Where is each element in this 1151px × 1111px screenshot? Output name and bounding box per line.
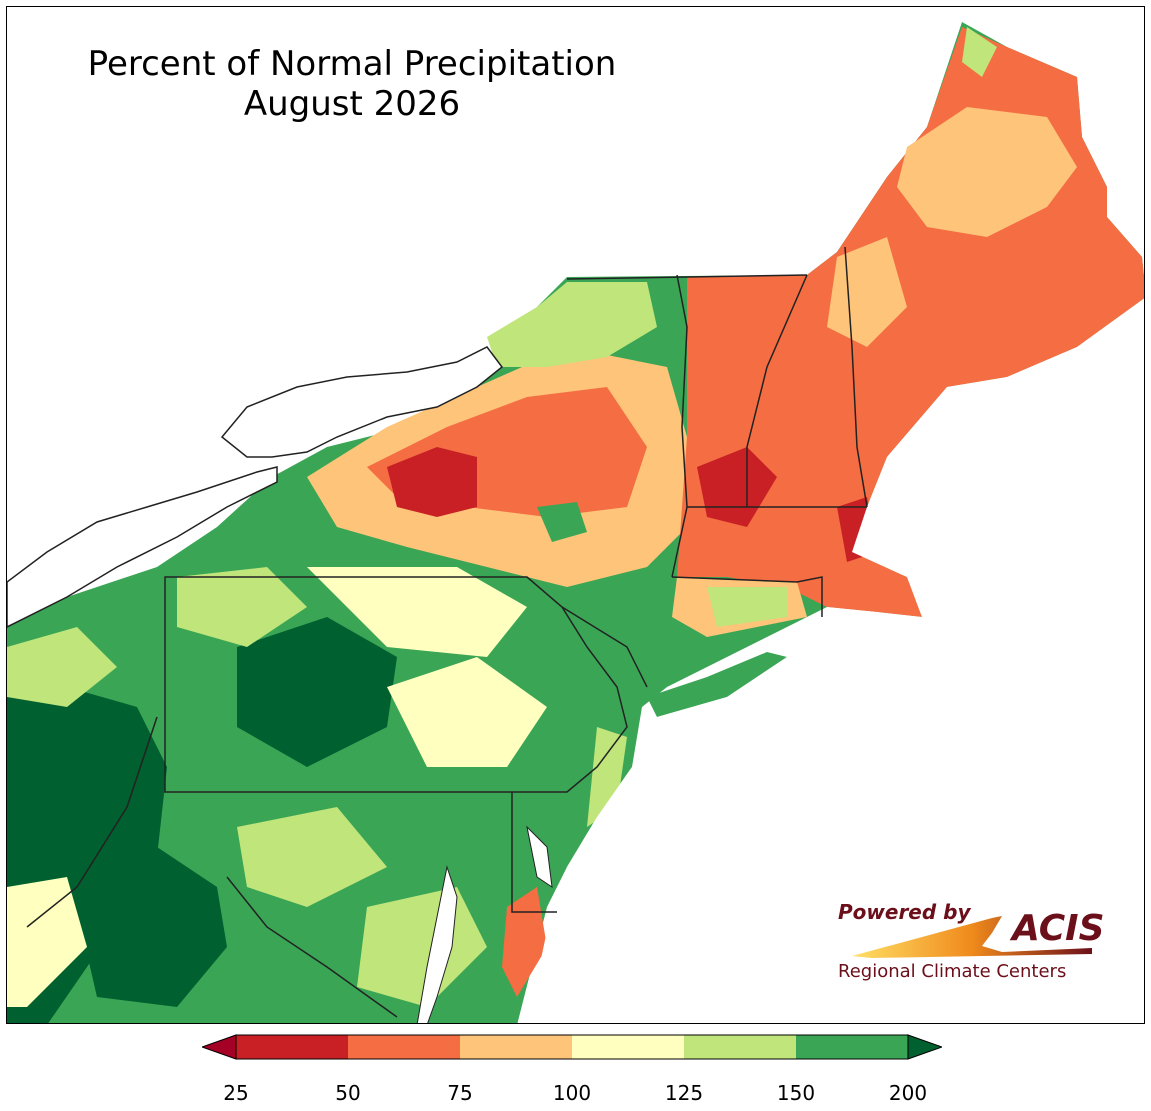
- border-nh-me: [844, 246, 868, 508]
- region-driest-western-ny: [387, 447, 477, 517]
- border-canada: [566, 274, 808, 280]
- region-light-green-west: [7, 627, 117, 707]
- region-light-yellow-south: [7, 877, 87, 1007]
- region-moderate-maine: [897, 107, 1077, 237]
- region-dry-delmarva: [502, 887, 547, 997]
- chesapeake-bay: [416, 865, 458, 1023]
- legend-tick-label: 75: [447, 1081, 473, 1105]
- legend-tick-label: 150: [776, 1081, 816, 1105]
- legend-bin-below-min: [202, 1034, 237, 1060]
- border-md-de: [511, 792, 557, 913]
- legend-tick-label: 25: [223, 1081, 249, 1105]
- border-pa: [164, 576, 628, 793]
- regional-climate-centers-text: Regional Climate Centers: [838, 961, 1067, 982]
- region-wet-adirondacks: [487, 282, 657, 367]
- legend-outline: [235, 1034, 909, 1060]
- border-vt-nh: [746, 274, 808, 507]
- map-frame: Percent of Normal Precipitation August 2…: [6, 6, 1145, 1024]
- region-light-yellow-pa: [307, 567, 527, 657]
- legend-bin-100-125: [572, 1035, 684, 1059]
- legend-tick-label: 125: [664, 1081, 704, 1105]
- legend-bin-50-75: [348, 1035, 460, 1059]
- powered-by-text: Powered by: [838, 900, 971, 924]
- border-ny-vt: [671, 274, 688, 578]
- acis-swoosh-logo: [852, 916, 1092, 958]
- region-light-green-md: [237, 807, 387, 907]
- lake-ontario: [220, 346, 504, 458]
- legend-tick-label: 100: [552, 1081, 592, 1105]
- border-ny-nj: [561, 606, 648, 688]
- map-title: Percent of Normal Precipitation: [87, 44, 617, 84]
- region-green-spot-ny: [537, 502, 587, 542]
- map-subtitle: August 2026: [243, 84, 461, 124]
- legend-bin-75-100: [460, 1035, 572, 1059]
- region-very-wet-pa: [237, 617, 397, 767]
- region-very-wet-west-virginia: [67, 847, 227, 1007]
- legend-tick-label: 200: [888, 1081, 928, 1105]
- region-wet-long-island: [647, 652, 787, 717]
- region-dry-north-maine: [962, 27, 997, 77]
- state-borders: [26, 246, 868, 1018]
- border-ct-ri: [671, 576, 823, 617]
- legend-tick-label: 50: [335, 1081, 361, 1105]
- lake-erie: [7, 466, 278, 628]
- legend-bin-125-150: [684, 1035, 796, 1059]
- region-light-green-ct: [707, 587, 787, 627]
- region-moderate-maine-west: [827, 237, 907, 347]
- delaware-bay: [526, 825, 553, 889]
- border-wv-va: [226, 876, 398, 1018]
- region-light-yellow-central: [387, 657, 547, 767]
- acis-name: ACIS: [1012, 908, 1105, 949]
- legend-bin-25-50: [236, 1035, 348, 1059]
- border-wv: [26, 716, 158, 928]
- atlantic-ocean: [527, 298, 1144, 1023]
- region-light-green-pa: [177, 567, 307, 647]
- precipitation-map: [7, 22, 1144, 1023]
- legend-bin-150-200: [796, 1035, 908, 1059]
- legend-colorbar: [202, 1034, 942, 1060]
- legend-bin-above-max: [907, 1034, 942, 1060]
